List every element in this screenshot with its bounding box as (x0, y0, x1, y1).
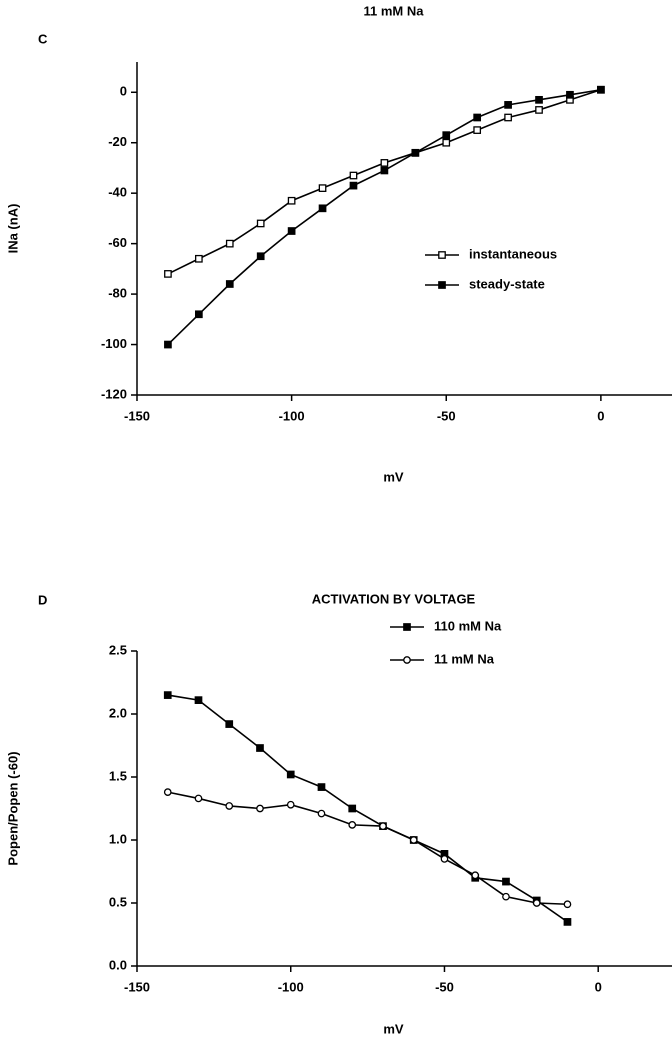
marker (504, 101, 512, 109)
legend-marker (403, 623, 411, 631)
marker (473, 113, 482, 122)
marker (442, 138, 451, 147)
marker (348, 821, 357, 829)
marker (563, 900, 572, 909)
x-tick-label: -50 (437, 408, 456, 423)
legend-marker (438, 251, 446, 259)
marker (256, 804, 264, 813)
y-tick-label: -120 (101, 386, 127, 401)
marker (411, 148, 420, 157)
y-tick-label: 0 (120, 84, 127, 99)
marker (502, 892, 510, 901)
marker (256, 219, 265, 228)
y-tick-label: 2.0 (109, 705, 127, 720)
marker (380, 166, 389, 175)
marker (442, 131, 451, 140)
marker (597, 85, 605, 94)
x-tick-label: -100 (278, 979, 304, 994)
series-line (167, 791, 568, 906)
marker (532, 899, 541, 907)
marker (163, 788, 172, 796)
y-tick-label: -60 (108, 235, 127, 250)
legend-label: steady-state (469, 276, 545, 291)
legend-label: 11 mM Na (434, 651, 495, 666)
marker (287, 227, 296, 235)
marker (286, 800, 295, 809)
marker (535, 106, 543, 114)
marker (287, 196, 296, 205)
marker (225, 280, 234, 288)
y-tick-label: 1.0 (109, 831, 127, 846)
y-tick-label: 0.5 (109, 894, 127, 909)
y-tick-label: -40 (108, 185, 127, 200)
panel-label: C (38, 31, 48, 46)
marker (348, 804, 357, 813)
marker (535, 95, 543, 104)
marker (502, 877, 510, 886)
marker (563, 918, 572, 926)
marker (317, 809, 326, 818)
chart-title: 11 mM Na (364, 3, 425, 18)
y-tick-label: 1.5 (109, 768, 127, 783)
x-tick-label: -150 (124, 408, 150, 423)
marker (317, 783, 326, 791)
legend-label: instantaneous (469, 246, 557, 261)
marker (349, 171, 358, 180)
y-tick-label: -80 (108, 286, 127, 301)
marker (194, 254, 203, 263)
marker (440, 855, 449, 863)
marker (225, 802, 234, 810)
x-axis-label: mV (383, 1021, 404, 1036)
marker (379, 822, 387, 830)
series-line (167, 88, 602, 346)
x-tick-label: -100 (279, 408, 305, 423)
legend-marker (403, 656, 411, 664)
marker (473, 126, 482, 134)
marker (164, 340, 172, 349)
x-tick-label: -50 (435, 979, 454, 994)
marker (380, 159, 389, 167)
marker (286, 770, 295, 779)
marker (256, 744, 264, 752)
legend-label: 110 mM Na (434, 618, 502, 633)
marker (504, 113, 512, 122)
y-tick-label: 0.0 (109, 957, 127, 972)
marker (318, 204, 327, 213)
x-axis-label: mV (383, 469, 404, 484)
series-line (167, 694, 568, 923)
panel-label: D (38, 592, 47, 607)
y-tick-label: -20 (108, 134, 127, 149)
marker (163, 691, 172, 699)
marker (194, 794, 203, 803)
marker (409, 836, 418, 844)
x-tick-label: -150 (124, 979, 150, 994)
marker (225, 720, 234, 728)
marker (566, 90, 574, 99)
marker (164, 270, 172, 278)
marker (194, 696, 203, 704)
marker (349, 181, 358, 190)
marker (318, 184, 327, 192)
x-tick-label: 0 (597, 408, 604, 423)
marker (256, 252, 265, 261)
marker (225, 239, 234, 248)
x-tick-label: 0 (595, 979, 602, 994)
chart-title: ACTIVATION BY VOLTAGE (312, 591, 476, 606)
legend-marker (438, 281, 446, 289)
y-tick-label: 2.5 (109, 642, 127, 657)
y-tick-label: -100 (101, 336, 127, 351)
y-axis-label: Popen/Popen (-60) (5, 751, 20, 865)
y-axis-label: INa (nA) (5, 204, 20, 254)
marker (194, 310, 203, 319)
marker (471, 871, 480, 880)
